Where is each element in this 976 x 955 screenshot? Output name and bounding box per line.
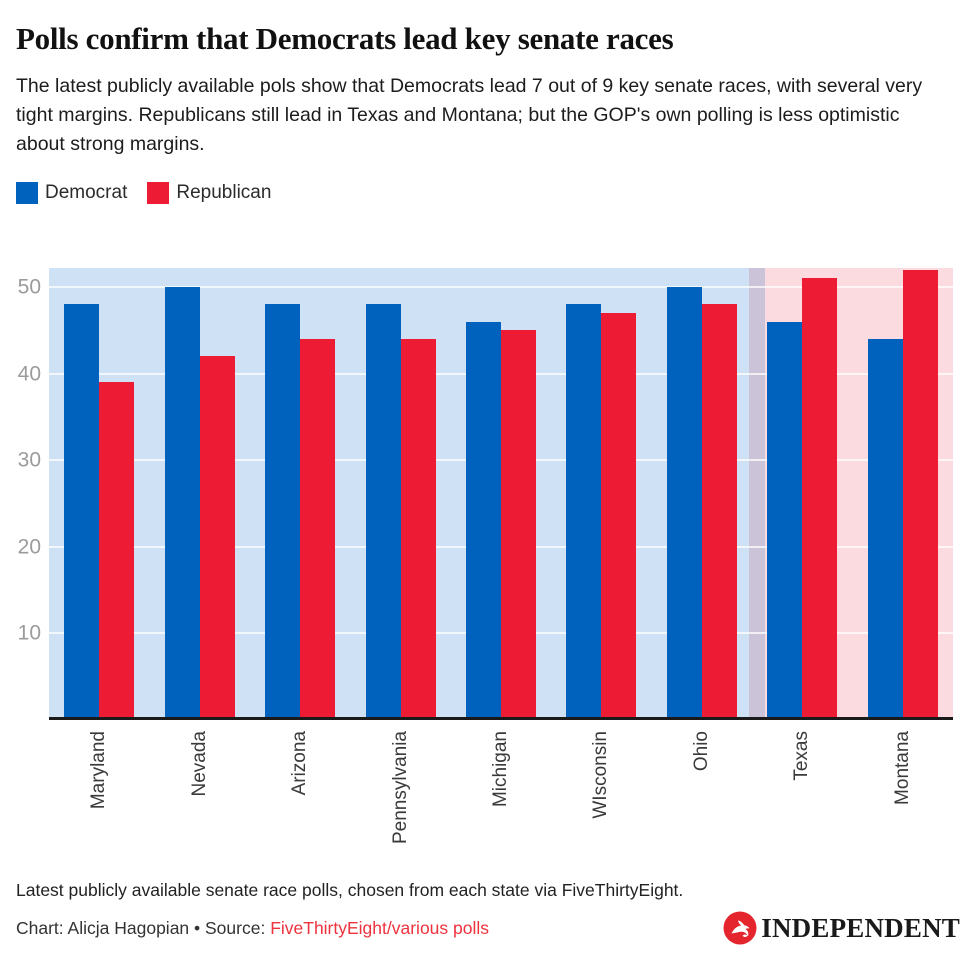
bar-democrat-arizona <box>265 304 301 720</box>
bar-republican-texas <box>802 278 838 720</box>
republican-color-swatch <box>147 182 170 204</box>
logo-wordmark: INDEPENDENT <box>761 912 960 943</box>
bar-republican-maryland <box>99 382 135 720</box>
democrat-color-swatch <box>16 182 38 204</box>
x-axis-label-arizona: Arizona <box>289 731 311 796</box>
y-tick-label-40: 40 <box>17 362 41 386</box>
legend-label-republican: Republican <box>176 182 272 203</box>
y-tick-label-20: 20 <box>17 535 41 559</box>
bar-democrat-pennsylvania <box>365 304 401 720</box>
x-axis-label-michigan: Michigan <box>490 731 511 808</box>
bar-republican-pennsylvania <box>400 339 436 720</box>
bar-republican-ohio <box>701 304 737 720</box>
bar-republican-arizona <box>300 339 336 720</box>
x-axis-label-maryland: Maryland <box>88 731 110 810</box>
legend-label-democrat: Democrat <box>45 182 128 203</box>
bar-democrat-ohio <box>666 287 702 720</box>
x-axis-label-pennsylvania: Pennsylvania <box>389 731 411 845</box>
x-axis-line <box>49 717 953 720</box>
source-link[interactable]: FiveThirtyEight/various polls <box>270 917 490 938</box>
bar-republican-michigan <box>501 330 536 720</box>
bar-republican-wisconsin <box>601 313 637 720</box>
bar-democrat-michigan <box>466 321 501 720</box>
plot-area: 10 20 30 40 50 <box>18 268 953 720</box>
chart-subtitle: The latest publicly available pols show … <box>16 75 923 155</box>
page-title: Polls confirm that Democrats lead key se… <box>16 21 674 56</box>
x-axis-label-wisconsin: WIsconsin <box>590 731 612 819</box>
bar-democrat-maryland <box>64 304 100 720</box>
bar-democrat-montana <box>867 339 903 720</box>
y-tick-label-10: 10 <box>17 621 41 645</box>
credit-line: Chart: Alicja Hagopian • Source: FiveThi… <box>16 918 489 939</box>
x-axis-labels: Maryland Nevada Arizona Pennsylvania Michiga… <box>49 731 953 860</box>
bar-democrat-wisconsin <box>566 304 602 720</box>
chart-legend: Democrat Republican <box>16 181 960 205</box>
y-tick-label-50: 50 <box>17 275 41 299</box>
x-axis-label-montana: Montana <box>891 731 913 805</box>
x-axis-label-texas: Texas <box>791 731 813 781</box>
y-tick-label-30: 30 <box>17 448 41 472</box>
credit-row: Chart: Alicja Hagopian • Source: FiveThi… <box>16 911 960 945</box>
plot-bg-zone-divider <box>748 268 765 720</box>
bar-democrat-nevada <box>164 287 200 720</box>
bar-republican-nevada <box>199 356 235 720</box>
bar-chart: 10 20 30 40 50 Maryland Nevada Arizona Pennsylv… <box>16 268 960 860</box>
independent-logo: INDEPENDENT <box>723 911 960 945</box>
credit-prefix: Chart: Alicja Hagopian • Source: <box>16 917 271 938</box>
x-axis-label-nevada: Nevada <box>188 731 210 797</box>
legend-item-democrat: Democrat <box>16 182 127 204</box>
eagle-icon <box>723 911 757 945</box>
bar-republican-montana <box>902 269 938 720</box>
x-axis-label-ohio: Ohio <box>690 731 712 772</box>
footer-note: Latest publicly available senate race po… <box>16 880 684 900</box>
gridline-50 <box>49 286 953 289</box>
legend-item-republican: Republican <box>147 182 271 204</box>
bar-democrat-texas <box>767 321 803 720</box>
